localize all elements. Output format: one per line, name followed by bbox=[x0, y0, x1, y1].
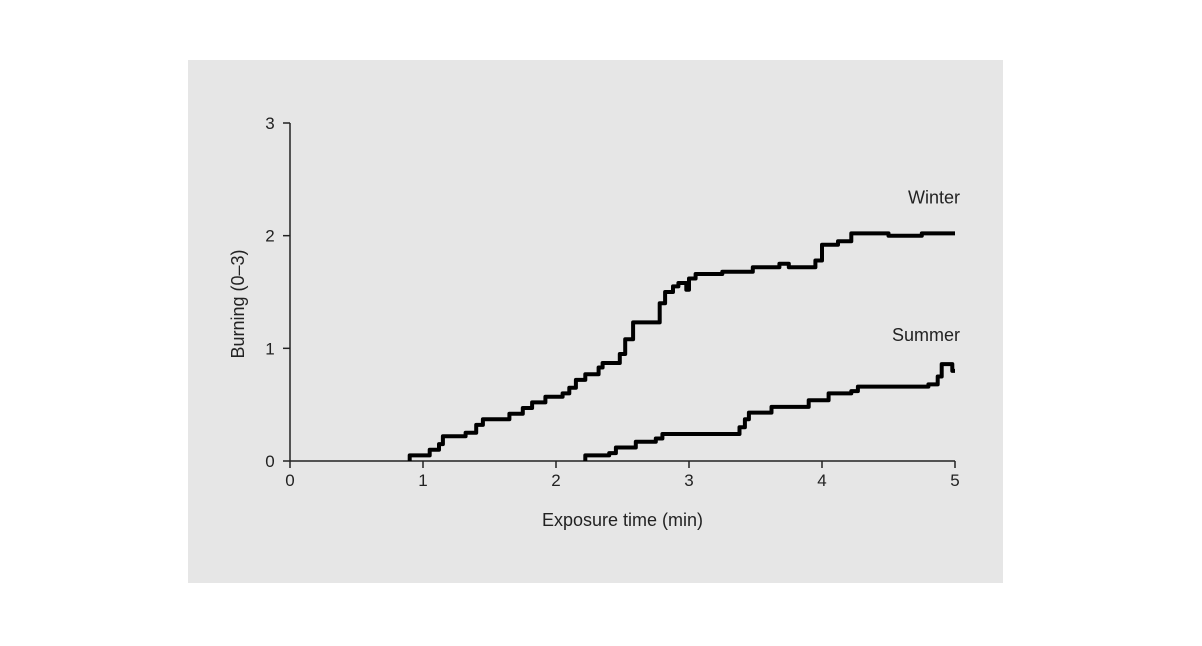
y-axis-title: Burning (0–3) bbox=[228, 249, 248, 358]
y-tick-label: 0 bbox=[265, 452, 274, 471]
x-tick-label: 3 bbox=[684, 471, 693, 490]
y-tick-label: 2 bbox=[265, 227, 274, 246]
axes bbox=[289, 123, 955, 462]
x-tick-label: 1 bbox=[418, 471, 427, 490]
y-ticks: 0 1 2 3 bbox=[265, 114, 290, 471]
series-label-winter: Winter bbox=[908, 187, 960, 207]
x-tick-label: 5 bbox=[950, 471, 959, 490]
series-layer: Winter Summer bbox=[407, 187, 960, 461]
series-line-winter bbox=[407, 231, 955, 461]
x-tick-label: 2 bbox=[551, 471, 560, 490]
chart-panel: 0 1 2 3 4 5 0 1 2 3 Exposure time (min) Burning … bbox=[188, 60, 1003, 583]
series-label-summer: Summer bbox=[892, 325, 960, 345]
burning-chart: 0 1 2 3 4 5 0 1 2 3 Exposure time (min) Burning … bbox=[228, 114, 960, 530]
x-tick-label: 0 bbox=[285, 471, 294, 490]
x-ticks: 0 1 2 3 4 5 bbox=[285, 461, 960, 490]
series-line-summer bbox=[583, 362, 955, 461]
y-tick-label: 3 bbox=[265, 114, 274, 133]
x-tick-label: 4 bbox=[817, 471, 826, 490]
x-axis-title: Exposure time (min) bbox=[542, 510, 703, 530]
y-tick-label: 1 bbox=[265, 339, 274, 358]
